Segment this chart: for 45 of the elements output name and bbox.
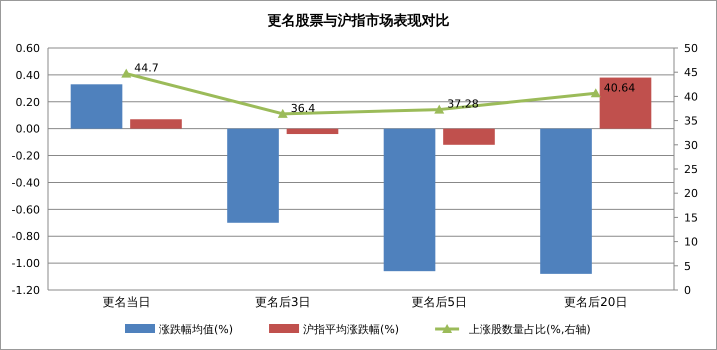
y2-tick-label: 15 — [684, 211, 698, 224]
x-tick-label: 更名后20日 — [564, 295, 628, 309]
y-tick-label: -0.20 — [12, 150, 40, 163]
y-tick-label: 0.60 — [16, 42, 40, 55]
data-label: 44.7 — [134, 62, 159, 75]
y-tick-label: -0.80 — [12, 230, 40, 244]
point — [590, 88, 601, 98]
bar — [286, 128, 338, 134]
point — [434, 104, 444, 114]
y-tick-label: 0.40 — [16, 68, 40, 82]
data-label: 40.64 — [604, 81, 636, 94]
bar — [540, 128, 592, 274]
x-tick-label: 更名当日 — [102, 295, 150, 309]
legend-label: 上涨股数量占比(%,右轴) — [469, 323, 591, 336]
bar — [70, 84, 122, 129]
point — [278, 108, 288, 118]
x-tick-label: 更名后5日 — [411, 295, 468, 309]
y-tick-label: 0.00 — [16, 122, 40, 136]
y-tick-label: -0.60 — [12, 203, 40, 216]
legend-label: 沪指平均涨跌幅(%) — [303, 323, 400, 336]
y2-tick-label: 45 — [684, 66, 698, 80]
y2-tick-label: 0 — [684, 284, 691, 297]
y-tick-label: -0.40 — [12, 176, 40, 190]
bar — [443, 128, 495, 145]
data-label: 36.4 — [290, 102, 316, 115]
y2-tick-label: 20 — [684, 187, 698, 200]
y2-tick-label: 50 — [684, 42, 698, 55]
y2-tick-label: 5 — [684, 260, 691, 273]
bar — [600, 78, 652, 129]
y2-tick-label: 25 — [684, 163, 698, 176]
chart-title: 更名股票与沪指市场表现对比 — [268, 12, 450, 29]
y-tick-label: 0.20 — [16, 96, 40, 109]
y2-tick-label: 35 — [684, 114, 698, 128]
y2-tick-label: 40 — [684, 90, 698, 104]
x-tick-label: 更名后3日 — [254, 295, 311, 309]
bar — [130, 119, 182, 129]
legend-label: 涨跌幅均值(%) — [159, 323, 234, 336]
bar — [227, 128, 279, 223]
y-tick-label: -1.00 — [12, 257, 40, 270]
point — [121, 68, 132, 78]
y2-tick-label: 30 — [684, 138, 698, 152]
y2-tick-label: 10 — [684, 236, 698, 249]
data-label: 37.28 — [447, 98, 479, 111]
y-tick-label: -1.20 — [12, 284, 40, 297]
bar — [384, 128, 436, 272]
